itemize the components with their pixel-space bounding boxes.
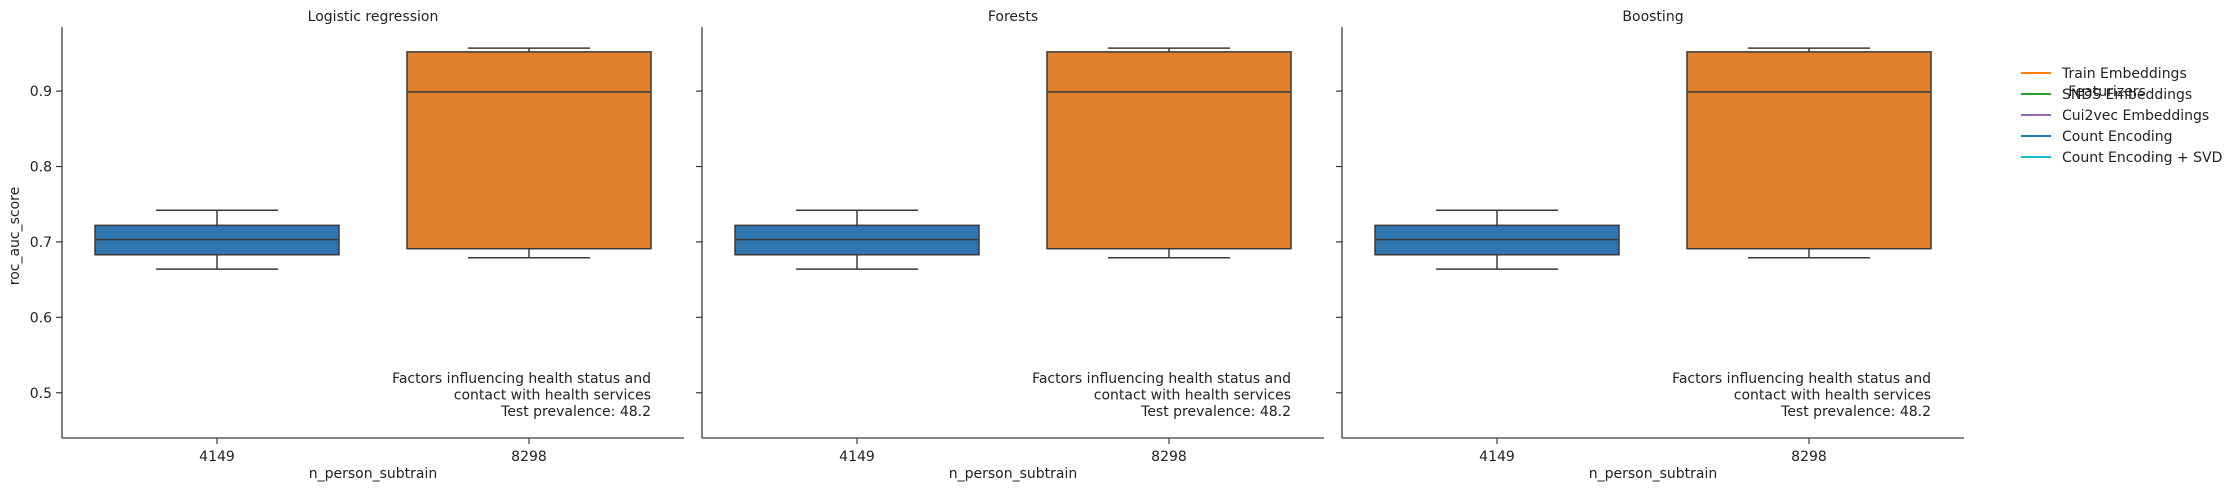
- x-axis-label: n_person_subtrain: [309, 466, 438, 482]
- x-axis-label: n_person_subtrain: [1589, 466, 1718, 482]
- facet-panel: Logistic regression 0.5 0.6 0.7 0.8 0.9 4149 82…: [30, 9, 684, 482]
- panel-annotation-line: Test prevalence: 48.2: [500, 404, 651, 420]
- panel-annotation-line: Factors influencing health status and: [392, 371, 651, 387]
- legend-entry: Train Embeddings: [2021, 66, 2187, 82]
- panel-title: Forests: [988, 9, 1038, 25]
- box-8298: [1686, 47, 1932, 259]
- box-4149: [734, 209, 980, 270]
- box-8298: [406, 47, 652, 259]
- panel-annotation-line: contact with health services: [1734, 388, 1931, 404]
- panel-annotation-line: contact with health services: [454, 388, 651, 404]
- panel-annotation-line: Test prevalence: 48.2: [1780, 404, 1931, 420]
- y-tick-label: 0.8: [30, 160, 52, 176]
- y-tick-label: 0.7: [30, 235, 52, 251]
- panel-annotation-line: Test prevalence: 48.2: [1140, 404, 1291, 420]
- y-tick-label: 0.6: [30, 310, 52, 326]
- panel-annotation-line: Factors influencing health status and: [1032, 371, 1291, 387]
- panel-annotation-line: Factors influencing health status and: [1672, 371, 1931, 387]
- facet-panel: Boosting 4149 8298 n_person_subtrain Factors…: [1336, 9, 1964, 482]
- box-4149: [1374, 209, 1620, 270]
- x-tick-label: 8298: [1791, 449, 1827, 465]
- box-4149: [94, 209, 340, 270]
- y-axis-label: roc_auc_score: [7, 187, 23, 285]
- legend-label: Count Encoding + SVD: [2062, 150, 2222, 166]
- panel-title: Boosting: [1622, 9, 1683, 25]
- panel-title: Logistic regression: [308, 9, 439, 25]
- legend-label: Cui2vec Embeddings: [2062, 108, 2209, 124]
- y-tick-label: 0.5: [30, 386, 52, 402]
- legend-entry: Count Encoding + SVD: [2021, 150, 2222, 166]
- x-axis-label: n_person_subtrain: [949, 466, 1078, 482]
- legend-label: Count Encoding: [2062, 129, 2173, 145]
- box-8298: [1046, 47, 1292, 259]
- legend: Featurizers Train Embeddings SNDS Embeddi…: [2021, 66, 2222, 166]
- x-tick-label: 4149: [839, 449, 875, 465]
- x-tick-label: 4149: [199, 449, 235, 465]
- box-body: [1686, 51, 1932, 250]
- legend-entry: Cui2vec Embeddings: [2021, 108, 2209, 124]
- legend-entry: Count Encoding: [2021, 129, 2173, 145]
- facet-panels: Logistic regression 0.5 0.6 0.7 0.8 0.9 4149 82…: [30, 9, 1964, 482]
- box-body: [1046, 51, 1292, 250]
- legend-title: Featurizers: [2068, 84, 2146, 100]
- legend-label: SNDS Embeddings: [2062, 87, 2192, 103]
- panel-annotation-line: contact with health services: [1094, 388, 1291, 404]
- x-tick-label: 8298: [1151, 449, 1187, 465]
- y-tick-label: 0.9: [30, 84, 52, 100]
- facet-panel: Forests 4149 8298 n_person_subtrain Factors …: [696, 9, 1324, 482]
- box-body: [406, 51, 652, 250]
- x-tick-label: 8298: [511, 449, 547, 465]
- x-tick-label: 4149: [1479, 449, 1515, 465]
- legend-label: Train Embeddings: [2061, 66, 2187, 82]
- legend-entry: SNDS Embeddings: [2021, 87, 2192, 103]
